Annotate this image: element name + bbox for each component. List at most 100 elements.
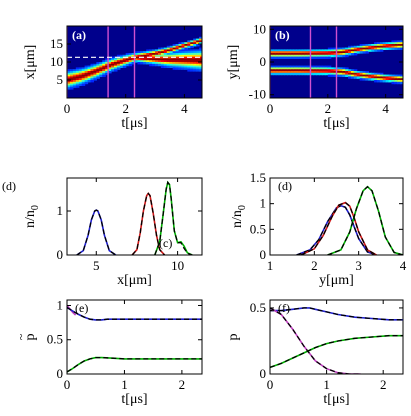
panel-label-inner: (c) (159, 236, 172, 250)
heatmap-cell (275, 65, 280, 68)
y-axis-label-subscript: 0 (237, 205, 248, 210)
heatmap-cell (272, 53, 277, 56)
heatmap-cell (348, 72, 352, 76)
heatmap-cell (400, 42, 403, 45)
heatmap-cell (178, 49, 183, 52)
heatmap-cell (313, 53, 317, 56)
heatmap-cell (172, 53, 177, 56)
heatmap-cell (119, 63, 124, 67)
heatmap-cell (356, 71, 361, 74)
heatmap-cell (388, 78, 393, 81)
heatmap-cell (93, 69, 97, 72)
heatmap-cell (310, 53, 314, 56)
heatmap-cell (175, 45, 180, 49)
heatmap-cell (181, 44, 185, 47)
heatmap-cell (353, 53, 358, 56)
heatmap-cell (301, 65, 306, 68)
heatmap-cell (394, 47, 398, 50)
heatmap-cell (359, 74, 364, 77)
heatmap-cell (322, 53, 326, 56)
heatmap-cell (155, 54, 159, 58)
y-axis-label-group: p~ (14, 333, 38, 340)
heatmap-cell (365, 72, 369, 76)
heatmap-cell (87, 67, 92, 70)
heatmap-cell (301, 56, 306, 59)
heatmap-cell (394, 40, 398, 43)
heatmap-cell (81, 72, 86, 76)
heatmap-cell (374, 45, 378, 49)
heatmap-cell (149, 60, 153, 63)
heatmap-cell (119, 58, 124, 61)
heatmap-cell (125, 53, 130, 56)
heatmap-cell (199, 62, 202, 65)
heatmap-cell (166, 62, 171, 65)
heatmap-cell (275, 67, 280, 70)
heatmap-cell (345, 69, 349, 72)
heatmap-cell (371, 44, 375, 47)
y-axis-label: p (226, 334, 241, 341)
heatmap-cell (143, 62, 147, 65)
heatmap-cell (385, 76, 390, 79)
heatmap-cell (157, 60, 162, 63)
heatmap-cell (69, 80, 74, 83)
heatmap-cell (400, 81, 403, 85)
panel-label: (f) (278, 301, 290, 315)
heatmap-cell (81, 71, 86, 74)
heatmap-cell (310, 69, 314, 72)
heatmap-cell (327, 74, 332, 77)
heatmap-cell (345, 47, 349, 50)
heatmap-cell (131, 54, 136, 58)
heatmap-cell (199, 54, 202, 58)
heatmap-cell (310, 72, 314, 76)
heatmap-cell (371, 74, 375, 77)
heatmap-cell (376, 47, 381, 50)
heatmap-cell (172, 63, 177, 67)
series-line-green (270, 334, 403, 369)
heatmap-cell (316, 72, 320, 76)
heatmap-cell (199, 40, 202, 43)
x-tick-label: 2 (122, 101, 129, 116)
heatmap-cell (125, 60, 130, 63)
heatmap-cell (67, 80, 71, 83)
heatmap-cell (391, 45, 395, 49)
y-tick-label: 15 (50, 36, 63, 51)
heatmap-cell (99, 63, 103, 67)
heatmap-cell (108, 60, 112, 63)
heatmap-cell (90, 65, 95, 68)
heatmap-cell (67, 72, 71, 76)
heatmap-cell (348, 49, 352, 52)
heatmap-cell (149, 51, 153, 54)
heatmap-cell (353, 71, 358, 74)
heatmap-cell (111, 58, 115, 61)
heatmap-cell (376, 76, 381, 79)
heatmap-cell (187, 42, 191, 45)
heatmap-cell (330, 72, 335, 76)
heatmap-cell (272, 67, 277, 70)
heatmap-cell (316, 54, 320, 58)
heatmap-cell (275, 56, 280, 59)
heatmap-cell (72, 72, 77, 76)
heatmap-cell (93, 65, 97, 68)
heatmap-cell (175, 51, 180, 54)
heatmap-cell (304, 65, 309, 68)
heatmap-cell (345, 67, 349, 70)
heatmap-cell (348, 53, 352, 56)
heatmap-cell (193, 49, 197, 52)
heatmap-cell (181, 60, 185, 63)
heatmap-cell (284, 65, 288, 68)
panel-label-left: (d) (2, 179, 16, 193)
heatmap-cell (193, 63, 197, 67)
heatmap-cell (149, 54, 153, 58)
heatmap-cell (376, 72, 381, 76)
x-tick-label: 2 (325, 101, 332, 116)
heatmap-cell (327, 54, 332, 58)
heatmap-cell (166, 47, 171, 50)
heatmap-cell (155, 62, 159, 65)
heatmap-cell (319, 53, 323, 56)
heatmap-cell (385, 45, 390, 49)
heatmap-cell (322, 51, 326, 54)
heatmap-cell (90, 76, 95, 79)
x-tick-label: 0 (267, 377, 274, 392)
heatmap-cell (368, 76, 372, 79)
